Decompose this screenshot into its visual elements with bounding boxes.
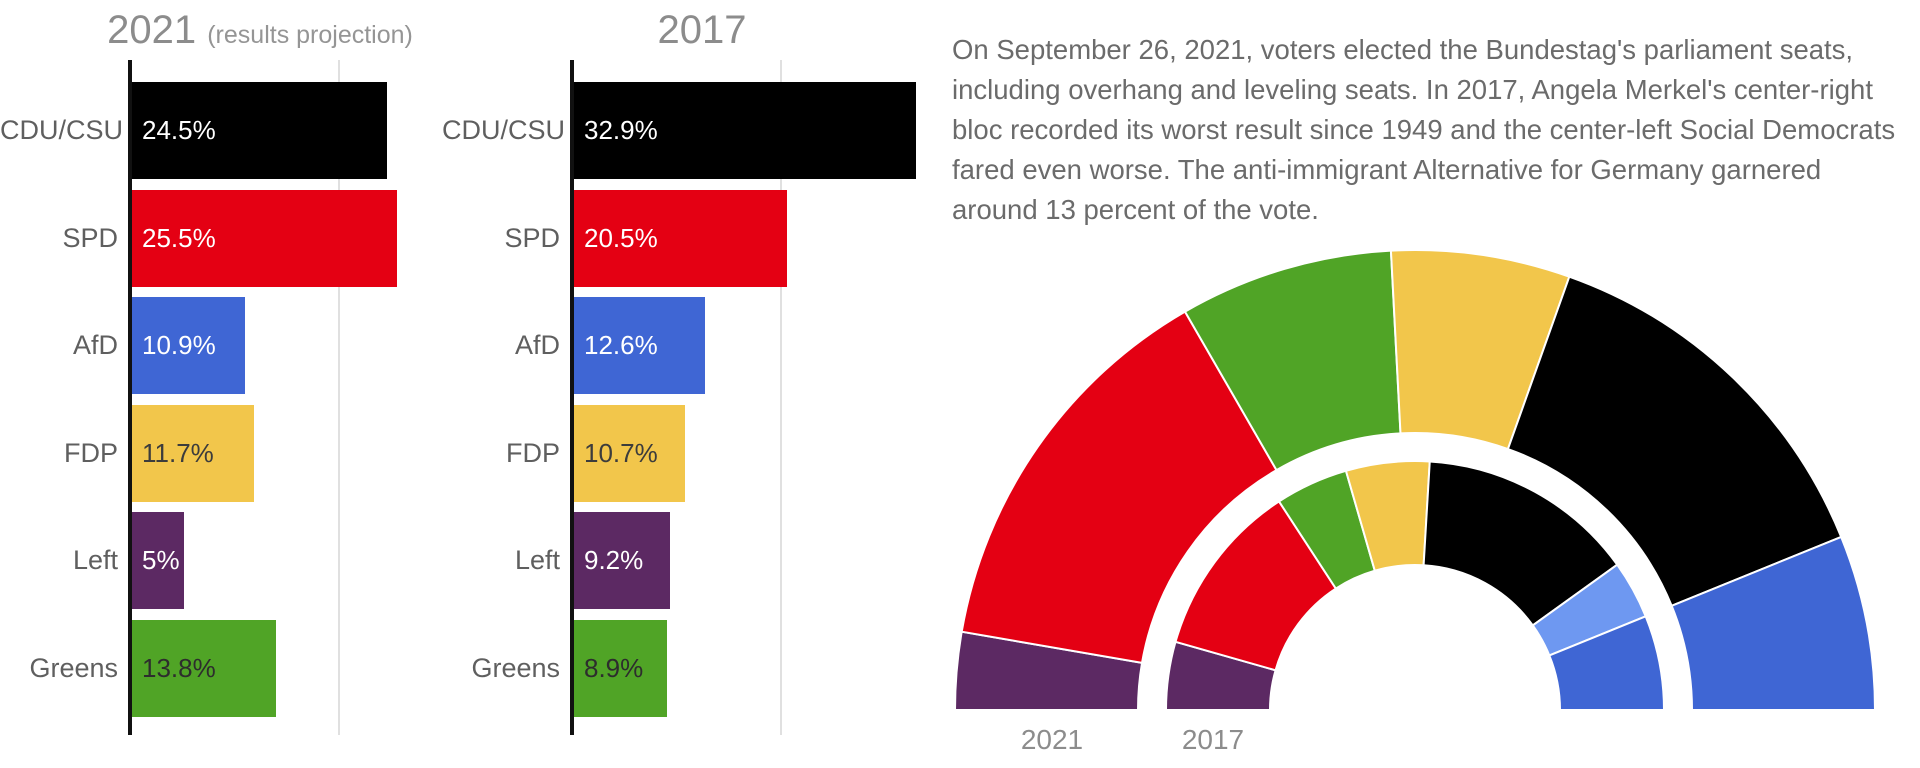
bar: 5% xyxy=(132,512,184,610)
party-label: Left xyxy=(72,545,118,576)
party-label: CDU/CSU xyxy=(442,115,566,145)
bar-value-label: 20.5% xyxy=(584,222,658,253)
bar: 11.7% xyxy=(132,404,254,502)
bar-value-label: 13.8% xyxy=(142,653,216,683)
party-label: Greens xyxy=(471,653,560,683)
bar-value-label: 32.9% xyxy=(584,115,658,145)
ring-label-2017: 2017 xyxy=(1181,724,1245,755)
party-label: Greens xyxy=(29,653,118,683)
bar-value-label: 25.5% xyxy=(142,222,216,253)
hemicycle-chart xyxy=(953,249,1877,711)
bar: 12.6% xyxy=(574,297,706,395)
bar-row-fdp: FDP 10.7% xyxy=(442,404,882,502)
gridline-20pct xyxy=(338,60,340,735)
party-label: FDP xyxy=(506,437,560,468)
bar: 10.9% xyxy=(132,297,246,395)
party-label: AfD xyxy=(72,330,118,361)
chart-title-2017: 2017 xyxy=(542,8,862,53)
party-label: AfD xyxy=(514,330,560,361)
bar-value-label: 11.7% xyxy=(142,437,214,468)
bar-value-label: 5% xyxy=(142,545,180,576)
bar: 20.5% xyxy=(574,189,788,287)
chart-title-2021: 2021 (results projection) xyxy=(100,8,420,53)
bar-row-left: Left 9.2% xyxy=(442,512,882,610)
party-label: SPD xyxy=(62,222,118,253)
bar: 32.9% xyxy=(574,82,917,179)
chart-year-2017: 2017 xyxy=(657,8,747,52)
bar-row-left: Left 5% xyxy=(0,512,440,610)
barchart-2021: 2021 (results projection) CDU/CSU 24.5% SP… xyxy=(0,0,440,768)
party-label: CDU/CSU xyxy=(0,115,124,145)
bar-row-greens: Greens 8.9% xyxy=(442,620,882,717)
gridline-20pct xyxy=(780,60,782,735)
bar-row-fdp: FDP 11.7% xyxy=(0,404,440,502)
chart-subtitle-2021: (results projection) xyxy=(207,21,413,49)
bar: 8.9% xyxy=(574,620,667,717)
y-axis-line xyxy=(570,60,574,735)
bar: 10.7% xyxy=(574,404,686,502)
party-label: Left xyxy=(514,545,560,576)
barchart-2017: 2017 CDU/CSU 32.9% SPD 20.5% AfD 12.6% FDP 10.7… xyxy=(442,0,917,768)
party-label: FDP xyxy=(64,437,118,468)
bar-row-cdu-csu: CDU/CSU 32.9% xyxy=(442,82,917,179)
party-label: SPD xyxy=(504,222,560,253)
bar-value-label: 10.9% xyxy=(142,330,216,361)
bar-value-label: 10.7% xyxy=(584,437,658,468)
bar: 24.5% xyxy=(132,82,387,179)
bar: 9.2% xyxy=(574,512,670,610)
bar-row-spd: SPD 20.5% xyxy=(442,189,882,287)
chart-year-2021: 2021 xyxy=(107,8,197,52)
bar-row-greens: Greens 13.8% xyxy=(0,620,440,717)
y-axis-line xyxy=(128,60,132,735)
bar-row-cdu-csu: CDU/CSU 24.5% xyxy=(0,82,440,179)
ring-label-2021: 2021 xyxy=(1020,724,1084,755)
hemicycle-segment-2021-cdu-csu xyxy=(1506,275,1843,608)
bar-value-label: 8.9% xyxy=(584,653,644,683)
bar-value-label: 24.5% xyxy=(142,115,216,145)
bar-value-label: 9.2% xyxy=(584,545,644,576)
bar: 13.8% xyxy=(132,620,276,717)
hemicycle-segment-2017-afd xyxy=(1548,615,1666,711)
bar-row-spd: SPD 25.5% xyxy=(0,189,440,287)
bar-value-label: 12.6% xyxy=(584,330,658,361)
bar: 25.5% xyxy=(132,189,398,287)
bar-row-afd: AfD 10.9% xyxy=(0,297,440,395)
intro-paragraph: On September 26, 2021, voters elected th… xyxy=(952,33,1896,225)
hemicycle-segment-2021-spd xyxy=(960,310,1278,665)
hemicycle-segment-2021-afd xyxy=(1670,535,1877,711)
bar-row-afd: AfD 12.6% xyxy=(442,297,882,395)
